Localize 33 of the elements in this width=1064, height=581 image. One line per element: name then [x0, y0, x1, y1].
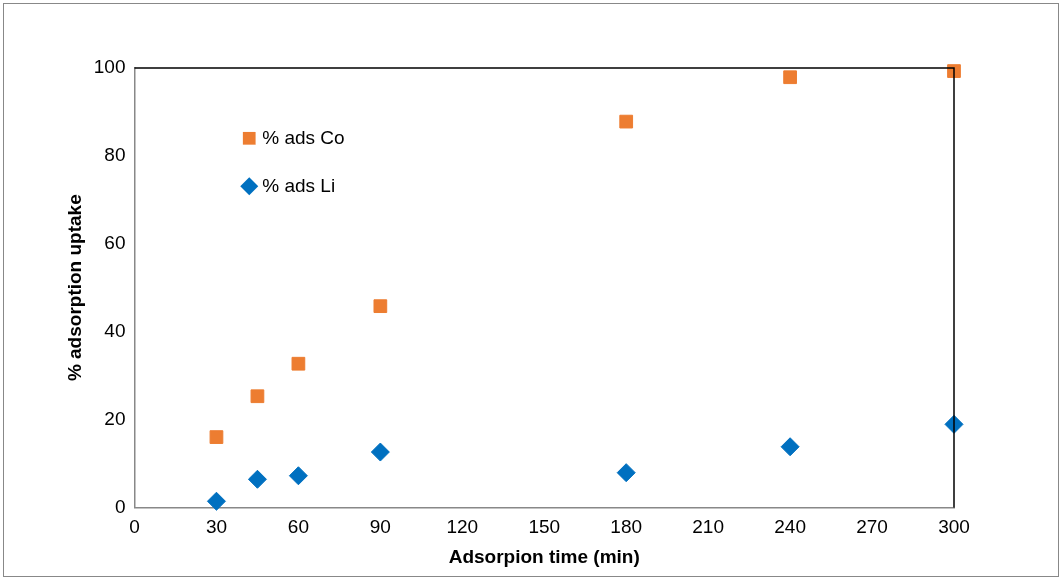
legend-label: % ads Li — [262, 174, 336, 196]
point — [288, 466, 308, 486]
x-tick-label: 0 — [129, 516, 140, 538]
point — [250, 389, 265, 404]
point — [783, 70, 797, 85]
x-tick-label: 60 — [287, 516, 309, 538]
y-tick-label: 80 — [104, 144, 126, 166]
y-tick-label: 40 — [104, 319, 126, 341]
point — [616, 463, 636, 483]
y-tick-label: 100 — [93, 56, 126, 78]
x-tick-label: 300 — [938, 516, 970, 538]
point — [291, 356, 306, 371]
point — [209, 430, 224, 444]
x-tick-label: 120 — [446, 516, 479, 538]
point — [206, 491, 226, 511]
point — [780, 437, 800, 457]
x-tick-label: 210 — [692, 516, 724, 538]
point — [370, 442, 390, 462]
y-tick-label: 20 — [104, 407, 126, 429]
x-tick-label: 30 — [205, 516, 228, 538]
x-tick-label: 90 — [369, 516, 391, 538]
x-tick-label: 240 — [774, 516, 806, 538]
x-tick-label: 270 — [856, 516, 888, 538]
point — [619, 114, 634, 129]
y-tick-label: 60 — [104, 231, 126, 253]
y-axis-title: % adsorption uptake — [63, 194, 85, 382]
x-tick-label: 150 — [528, 516, 561, 538]
point — [373, 299, 388, 314]
point — [247, 469, 267, 489]
legend-label: % ads Co — [262, 126, 345, 148]
x-axis-title: Adsorpion time (min) — [448, 545, 640, 567]
y-tick-label: 0 — [114, 495, 126, 517]
x-tick-label: 180 — [610, 516, 643, 538]
